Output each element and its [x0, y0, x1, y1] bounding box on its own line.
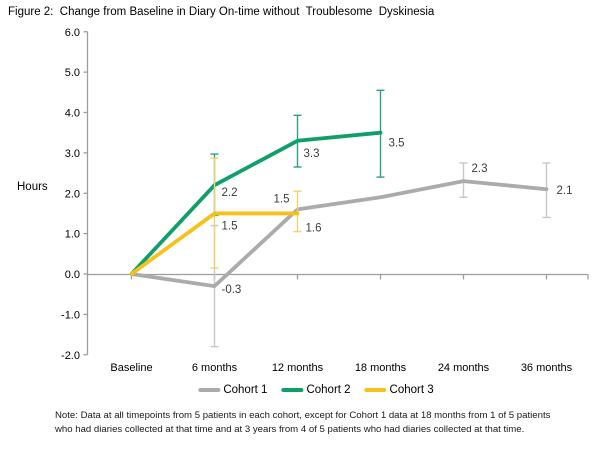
y-tick-label: -1.0: [61, 309, 80, 321]
y-tick-label: 1.0: [65, 229, 80, 241]
data-label: 3.3: [304, 148, 320, 160]
data-label: 2.2: [222, 187, 238, 199]
legend-swatch: [281, 388, 304, 392]
note-line-2: who had diaries collected at that time a…: [55, 424, 525, 435]
x-tick-label: 18 months: [355, 362, 407, 374]
data-label: 1.6: [306, 222, 322, 234]
legend-item-cohort-1: Cohort 1: [198, 384, 267, 396]
figure-title: Figure 2: Change from Baseline in Diary …: [8, 6, 435, 18]
chart-legend: Cohort 1 Cohort 2 Cohort 3: [198, 384, 434, 396]
note-line-1: Note: Data at all timepoints from 5 pati…: [55, 410, 551, 421]
y-tick-label: -2.0: [61, 350, 80, 362]
y-tick-label: 4.0: [65, 108, 80, 120]
legend-swatch: [364, 388, 387, 392]
data-label: 2.3: [472, 163, 488, 175]
series-line-cohort-1: [129, 179, 549, 289]
y-tick-label: 5.0: [65, 67, 80, 79]
legend-swatch: [198, 388, 221, 392]
data-label: 1.5: [222, 220, 238, 232]
figure-note: Note: Data at all timepoints from 5 pati…: [55, 409, 597, 437]
y-tick-label: 2.0: [65, 188, 80, 200]
x-tick-label: 6 months: [192, 362, 238, 374]
data-label: 1.5: [274, 193, 290, 205]
data-label: 2.1: [557, 185, 573, 197]
legend-label: Cohort 2: [306, 384, 351, 396]
y-axis-title: Hours: [17, 181, 48, 193]
x-tick-label: 12 months: [272, 362, 324, 374]
data-label: -0.3: [222, 284, 242, 296]
x-tick-label: 36 months: [521, 362, 573, 374]
legend-item-cohort-3: Cohort 3: [364, 384, 434, 396]
y-tick-label: 3.0: [65, 148, 80, 160]
x-tick-label: Baseline: [110, 362, 152, 374]
legend-label: Cohort 3: [389, 384, 434, 396]
y-tick-label: 0.0: [65, 269, 80, 281]
legend-label: Cohort 1: [223, 384, 268, 396]
data-label: 3.5: [389, 138, 405, 150]
legend-item-cohort-2: Cohort 2: [281, 384, 351, 396]
x-tick-label: 24 months: [438, 362, 490, 374]
y-tick-label: 6.0: [65, 27, 80, 39]
series-line-cohort-3: [129, 211, 300, 276]
series-line-cohort-2: [129, 130, 383, 276]
